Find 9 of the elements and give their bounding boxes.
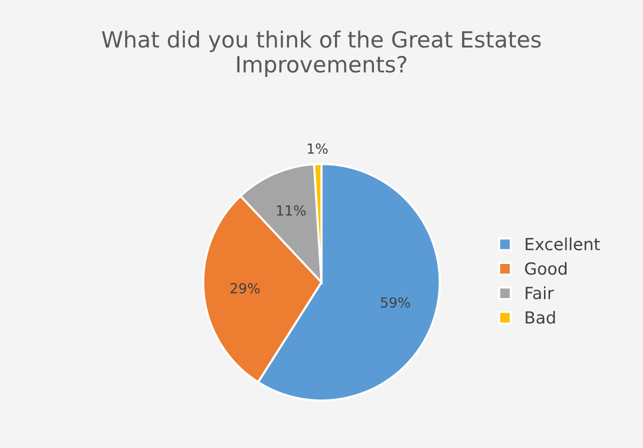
data-label: 29%: [230, 283, 260, 294]
data-label: 59%: [380, 297, 410, 308]
legend-label: Bad: [526, 310, 555, 324]
legend-label: Excellent: [526, 237, 600, 250]
data-label: 11%: [277, 205, 306, 216]
legend-label: Fair: [526, 286, 554, 300]
legend-label: Good: [525, 262, 566, 275]
data-label: 1%: [308, 143, 328, 154]
chart-title: What did you think of the Great Estates Improvements?: [102, 30, 541, 77]
